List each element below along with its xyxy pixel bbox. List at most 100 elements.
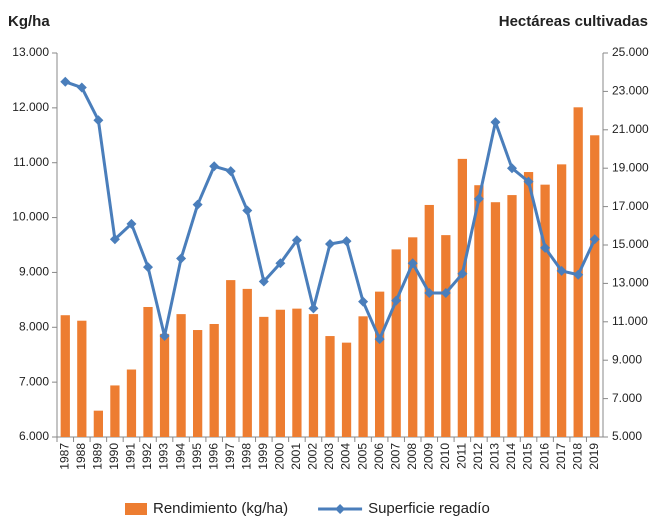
bar: [93, 410, 103, 437]
line-marker: [192, 199, 203, 210]
x-tick-label: 2002: [306, 443, 320, 470]
bar: [292, 308, 302, 437]
y2-axis-title: Hectáreas cultivadas: [499, 13, 648, 30]
line-marker: [225, 166, 236, 177]
line-marker: [540, 242, 551, 253]
x-tick-label: 2017: [554, 443, 568, 470]
x-tick-label: 2000: [273, 443, 287, 470]
x-tick-label: 1989: [91, 443, 105, 470]
x-tick-label: 2013: [488, 443, 502, 470]
line-marker: [176, 253, 187, 264]
bar: [242, 288, 252, 437]
x-tick-label: 2004: [339, 443, 353, 470]
line-marker: [473, 193, 484, 204]
x-tick-label: 2003: [322, 443, 336, 470]
bar: [60, 315, 70, 437]
bar: [193, 330, 203, 437]
y2-tick-label: 7.000: [612, 391, 642, 405]
x-tick-label: 1988: [74, 443, 88, 470]
line-marker: [93, 115, 104, 126]
y2-tick-label: 23.000: [612, 84, 649, 98]
line-marker: [159, 331, 170, 342]
legend-label: Rendimiento (kg/ha): [153, 500, 288, 517]
x-tick-label: 1999: [256, 443, 270, 470]
bar: [490, 202, 501, 437]
bar: [358, 316, 368, 437]
legend-swatch: [335, 504, 346, 514]
line-marker: [573, 269, 584, 280]
x-tick-label: 2014: [504, 443, 518, 470]
y2-tick-label: 5.000: [612, 429, 642, 443]
bar: [325, 336, 335, 437]
y2-tick-label: 19.000: [612, 160, 649, 174]
line-marker: [457, 268, 468, 279]
bar: [408, 237, 418, 437]
y2-tick-label: 11.000: [612, 314, 648, 328]
legend-label: Superficie regadío: [368, 500, 490, 517]
line-marker: [358, 296, 369, 307]
bar: [590, 135, 600, 438]
bar: [341, 342, 352, 437]
y-tick-label: 11.000: [13, 155, 49, 169]
y2-tick-label: 13.000: [612, 276, 649, 290]
x-tick-label: 2010: [438, 443, 452, 470]
line-marker: [242, 205, 253, 216]
bar: [77, 320, 87, 437]
line-marker: [341, 236, 352, 247]
bar: [557, 164, 567, 438]
line-marker: [507, 163, 517, 174]
x-tick-label: 2007: [388, 443, 402, 470]
x-tick-label: 2016: [537, 443, 551, 470]
bar: [457, 158, 467, 438]
x-tick-label: 2019: [587, 443, 601, 470]
line-marker: [76, 82, 87, 93]
line-marker: [440, 288, 451, 298]
x-tick-label: 2006: [372, 443, 386, 470]
y-tick-label: 8.000: [19, 319, 49, 333]
bar: [391, 249, 401, 437]
x-tick-label: 2011: [455, 443, 469, 469]
y-tick-label: 10.000: [12, 210, 49, 224]
y-tick-label: 13.000: [12, 45, 49, 59]
line-marker: [275, 258, 286, 269]
y2-tick-label: 21.000: [612, 122, 649, 136]
y-tick-label: 6.000: [19, 429, 49, 443]
line-marker: [258, 276, 269, 287]
x-tick-label: 1990: [107, 443, 121, 470]
y2-tick-label: 25.000: [612, 45, 649, 59]
line-marker: [391, 295, 402, 306]
y-tick-label: 7.000: [19, 374, 49, 388]
x-tick-label: 2012: [471, 443, 485, 470]
bar: [159, 333, 170, 437]
bar: [275, 309, 285, 437]
bar: [226, 280, 236, 437]
x-tick-label: 1991: [124, 443, 138, 470]
y2-tick-label: 17.000: [612, 199, 649, 213]
line-marker: [407, 258, 418, 269]
bar: [523, 172, 534, 438]
bar: [308, 314, 319, 437]
bar: [540, 184, 550, 437]
x-tick-label: 1998: [239, 443, 253, 470]
x-tick-label: 2008: [405, 443, 419, 470]
line-marker: [143, 262, 153, 273]
line-marker: [325, 239, 335, 250]
y-tick-label: 9.000: [19, 265, 49, 279]
line-marker: [374, 334, 385, 345]
bar: [176, 314, 186, 437]
x-tick-label: 2005: [355, 443, 369, 470]
x-tick-label: 1995: [190, 443, 204, 470]
line-marker: [126, 218, 137, 229]
line-marker: [424, 288, 435, 298]
bar: [143, 306, 153, 437]
bar: [441, 235, 451, 437]
x-tick-label: 1993: [157, 443, 171, 470]
y-tick-label: 12.000: [12, 100, 49, 114]
line-marker: [60, 76, 71, 87]
x-tick-label: 1994: [173, 443, 187, 470]
x-tick-label: 2009: [421, 443, 435, 470]
bar: [110, 385, 120, 437]
line-marker: [556, 265, 567, 276]
line-marker: [209, 161, 220, 172]
